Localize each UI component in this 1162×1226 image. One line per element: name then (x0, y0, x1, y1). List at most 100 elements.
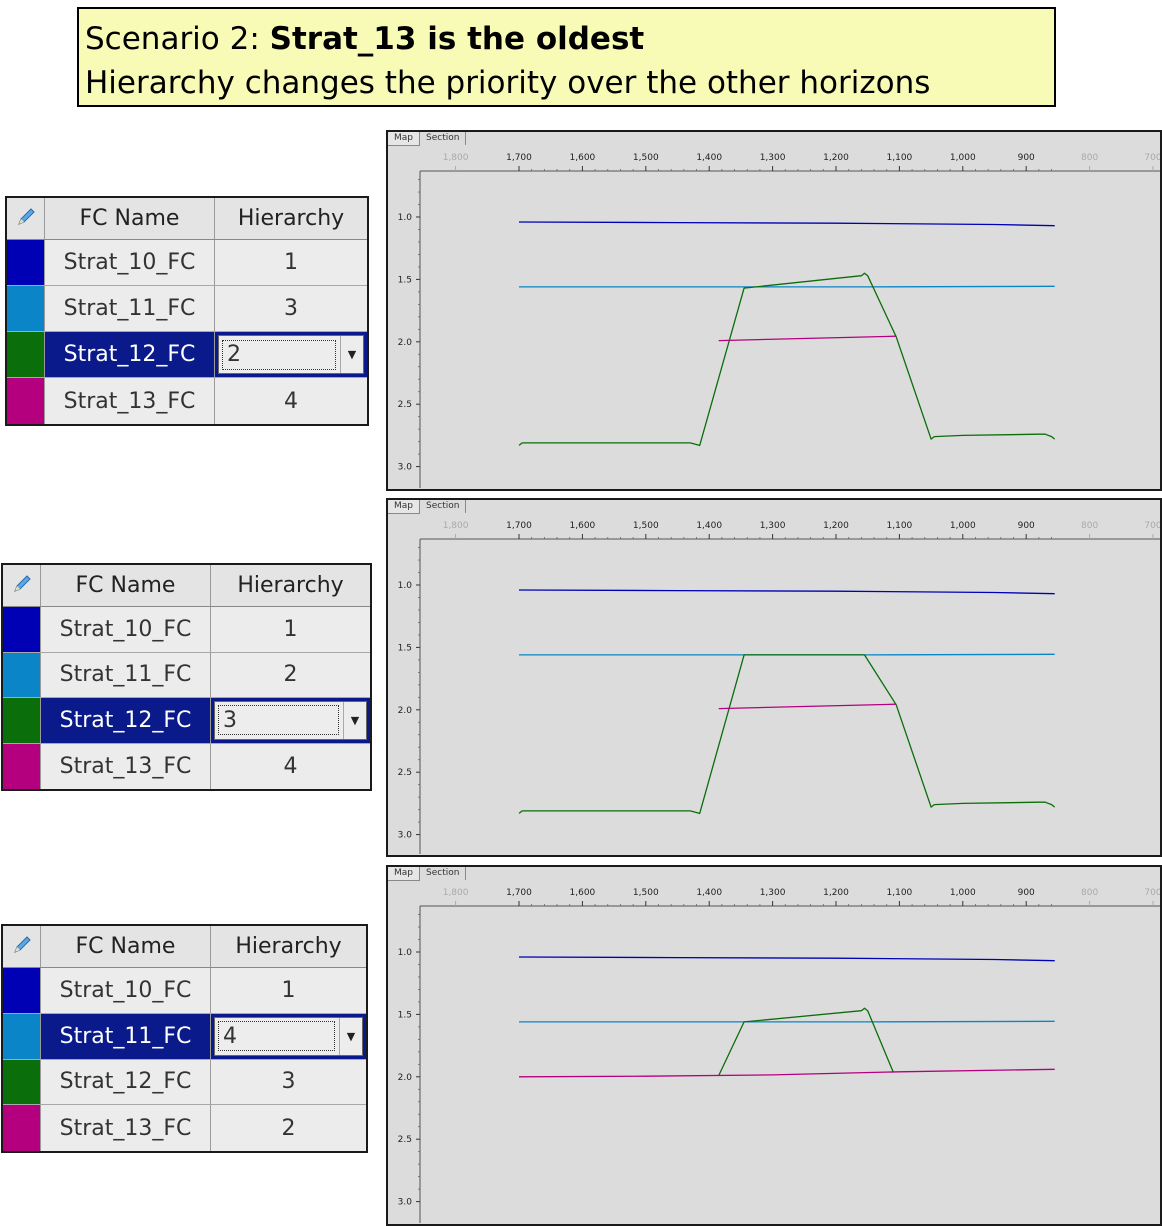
hierarchy-column-header[interactable]: Hierarchy (215, 198, 367, 239)
x-tick-label: 1,200 (823, 153, 849, 163)
horizon-line-strat-13-fc (518, 1068, 1055, 1078)
tab-map[interactable]: Map (388, 132, 420, 146)
hierarchy-cell[interactable]: 4 (215, 378, 367, 424)
horizon-line-strat-10-fc (518, 221, 1055, 227)
hierarchy-dropdown-cell[interactable]: 4 ▼ (211, 1013, 366, 1059)
color-swatch (3, 1013, 41, 1059)
x-tick-label: 1,400 (696, 153, 722, 163)
fc-name-cell: Strat_13_FC (41, 743, 211, 789)
horizon-line-strat-12-fc (518, 272, 1056, 447)
horizon-line-strat-11-fc (519, 1020, 1055, 1023)
x-tick-label: 1,400 (696, 888, 722, 898)
chevron-down-icon[interactable]: ▼ (343, 702, 366, 739)
x-tick-label: 1,700 (506, 888, 532, 898)
hierarchy-dropdown[interactable]: 3 ▼ (214, 701, 367, 740)
x-tick-label: 700 (1144, 888, 1160, 898)
fc-name-column-header[interactable]: FC Name (41, 565, 211, 606)
x-tick-label: 1,800 (443, 153, 469, 163)
x-tick-label: 1,700 (506, 153, 532, 163)
section-view-panel: Map Section 1,800 1,700 1,600 1,500 1,400 1,300… (386, 130, 1162, 491)
fc-name-cell: Strat_12_FC (45, 332, 215, 377)
hierarchy-cell[interactable]: 2 (211, 1105, 366, 1151)
x-tick-label: 1,200 (823, 521, 849, 531)
edit-column-header[interactable] (7, 198, 45, 239)
y-tick-label: 3.0 (398, 463, 413, 473)
table-row[interactable]: Strat_12_FC 2 ▼ (7, 332, 367, 378)
edit-column-header[interactable] (3, 565, 41, 606)
hierarchy-cell[interactable]: 1 (211, 968, 366, 1013)
table-row[interactable]: Strat_10_FC 1 (3, 968, 366, 1014)
scenario-title-box: Scenario 2: Strat_13 is the oldest Hiera… (77, 7, 1056, 107)
tab-map[interactable]: Map (388, 500, 420, 514)
x-tick-label: 1,600 (570, 153, 596, 163)
hierarchy-column-header[interactable]: Hierarchy (211, 565, 370, 606)
y-tick-label: 2.5 (398, 1135, 412, 1145)
tab-map[interactable]: Map (388, 867, 420, 881)
pencil-icon (14, 205, 38, 233)
tab-section[interactable]: Section (420, 867, 467, 880)
color-swatch (3, 743, 41, 789)
section-view-panel: Map Section 1,800 1,700 1,600 1,500 1,400 1,300… (386, 498, 1162, 857)
y-tick-label: 1.0 (398, 948, 413, 958)
x-tick-label: 1,100 (887, 521, 913, 531)
table-row[interactable]: Strat_13_FC 4 (3, 743, 370, 789)
section-chart: 1,800 1,700 1,600 1,500 1,400 1,300 1,200 1,100… (398, 888, 1160, 1223)
hierarchy-cell[interactable]: 2 (211, 652, 370, 697)
x-tick-label: 1,800 (443, 521, 469, 531)
hierarchy-cell[interactable]: 3 (215, 286, 367, 331)
table-row[interactable]: Strat_10_FC 1 (7, 240, 367, 286)
hierarchy-cell[interactable]: 1 (211, 607, 370, 652)
x-tick-label: 800 (1081, 153, 1098, 163)
x-tick-label: 900 (1018, 521, 1035, 531)
x-tick-label: 1,100 (887, 888, 913, 898)
fc-name-column-header[interactable]: FC Name (41, 926, 211, 967)
chevron-down-icon[interactable]: ▼ (340, 336, 363, 373)
pencil-icon (10, 933, 34, 961)
table-row[interactable]: Strat_13_FC 2 (3, 1105, 366, 1151)
y-tick-label: 2.5 (398, 400, 412, 410)
scenario-subtitle: Hierarchy changes the priority over the … (85, 65, 931, 101)
table-row[interactable]: Strat_11_FC 4 ▼ (3, 1013, 366, 1060)
table-row[interactable]: Strat_11_FC 2 (3, 652, 370, 698)
table-row[interactable]: Strat_12_FC 3 ▼ (3, 698, 370, 744)
hierarchy-dropdown-cell[interactable]: 2 ▼ (215, 332, 367, 377)
x-tick-label: 1,300 (760, 153, 786, 163)
y-tick-label: 1.0 (398, 581, 413, 591)
x-tick-label: 800 (1081, 888, 1098, 898)
color-swatch (3, 1105, 41, 1151)
tab-section[interactable]: Section (420, 500, 467, 513)
fc-name-cell: Strat_10_FC (45, 240, 215, 285)
fc-hierarchy-table: FC Name Hierarchy Strat_10_FC 1 Strat_11_FC 3… (5, 196, 369, 426)
table-row[interactable]: Strat_11_FC 3 (7, 286, 367, 332)
pencil-icon (10, 572, 34, 600)
hierarchy-dropdown[interactable]: 2 ▼ (218, 335, 364, 374)
table-row[interactable]: Strat_10_FC 1 (3, 607, 370, 653)
chevron-down-icon[interactable]: ▼ (339, 1017, 362, 1055)
hierarchy-column-header[interactable]: Hierarchy (211, 926, 366, 967)
hierarchy-cell[interactable]: 1 (215, 240, 367, 285)
x-tick-label: 1,000 (950, 153, 976, 163)
x-tick-label: 1,400 (696, 521, 722, 531)
tab-section[interactable]: Section (420, 132, 467, 145)
hierarchy-cell[interactable]: 4 (211, 743, 370, 789)
x-tick-label: 1,500 (633, 888, 659, 898)
hierarchy-dropdown-cell[interactable]: 3 ▼ (211, 698, 370, 743)
fc-name-column-header[interactable]: FC Name (45, 198, 215, 239)
x-tick-label: 900 (1018, 153, 1035, 163)
y-tick-label: 1.5 (398, 643, 412, 653)
fc-hierarchy-table: FC Name Hierarchy Strat_10_FC 1 Strat_11_FC 4… (1, 924, 368, 1153)
color-swatch (3, 1059, 41, 1105)
hierarchy-dropdown[interactable]: 4 ▼ (214, 1016, 363, 1056)
table-row[interactable]: Strat_12_FC 3 (3, 1059, 366, 1106)
x-tick-label: 700 (1144, 153, 1160, 163)
table-row[interactable]: Strat_13_FC 4 (7, 378, 367, 424)
fc-name-cell: Strat_10_FC (41, 607, 211, 652)
section-chart: 1,800 1,700 1,600 1,500 1,400 1,300 1,200 1,100… (398, 153, 1160, 488)
x-tick-label: 1,600 (570, 521, 596, 531)
edit-column-header[interactable] (3, 926, 41, 967)
color-swatch (7, 240, 45, 285)
scenario-title-prefix: Scenario 2: (85, 21, 270, 57)
x-tick-label: 1,000 (950, 521, 976, 531)
hierarchy-cell[interactable]: 3 (211, 1059, 366, 1105)
horizon-line-strat-13-fc (718, 703, 897, 710)
